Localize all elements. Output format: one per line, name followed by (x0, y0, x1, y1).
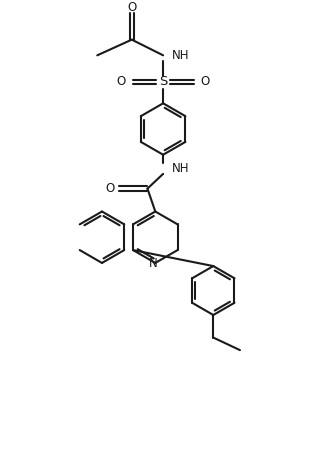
Text: NH: NH (172, 49, 189, 62)
Text: O: O (127, 1, 136, 14)
Text: NH: NH (172, 162, 189, 175)
Text: S: S (159, 75, 167, 89)
Text: O: O (200, 75, 210, 89)
Text: N: N (149, 257, 158, 270)
Text: O: O (106, 182, 115, 195)
Text: O: O (117, 75, 126, 89)
